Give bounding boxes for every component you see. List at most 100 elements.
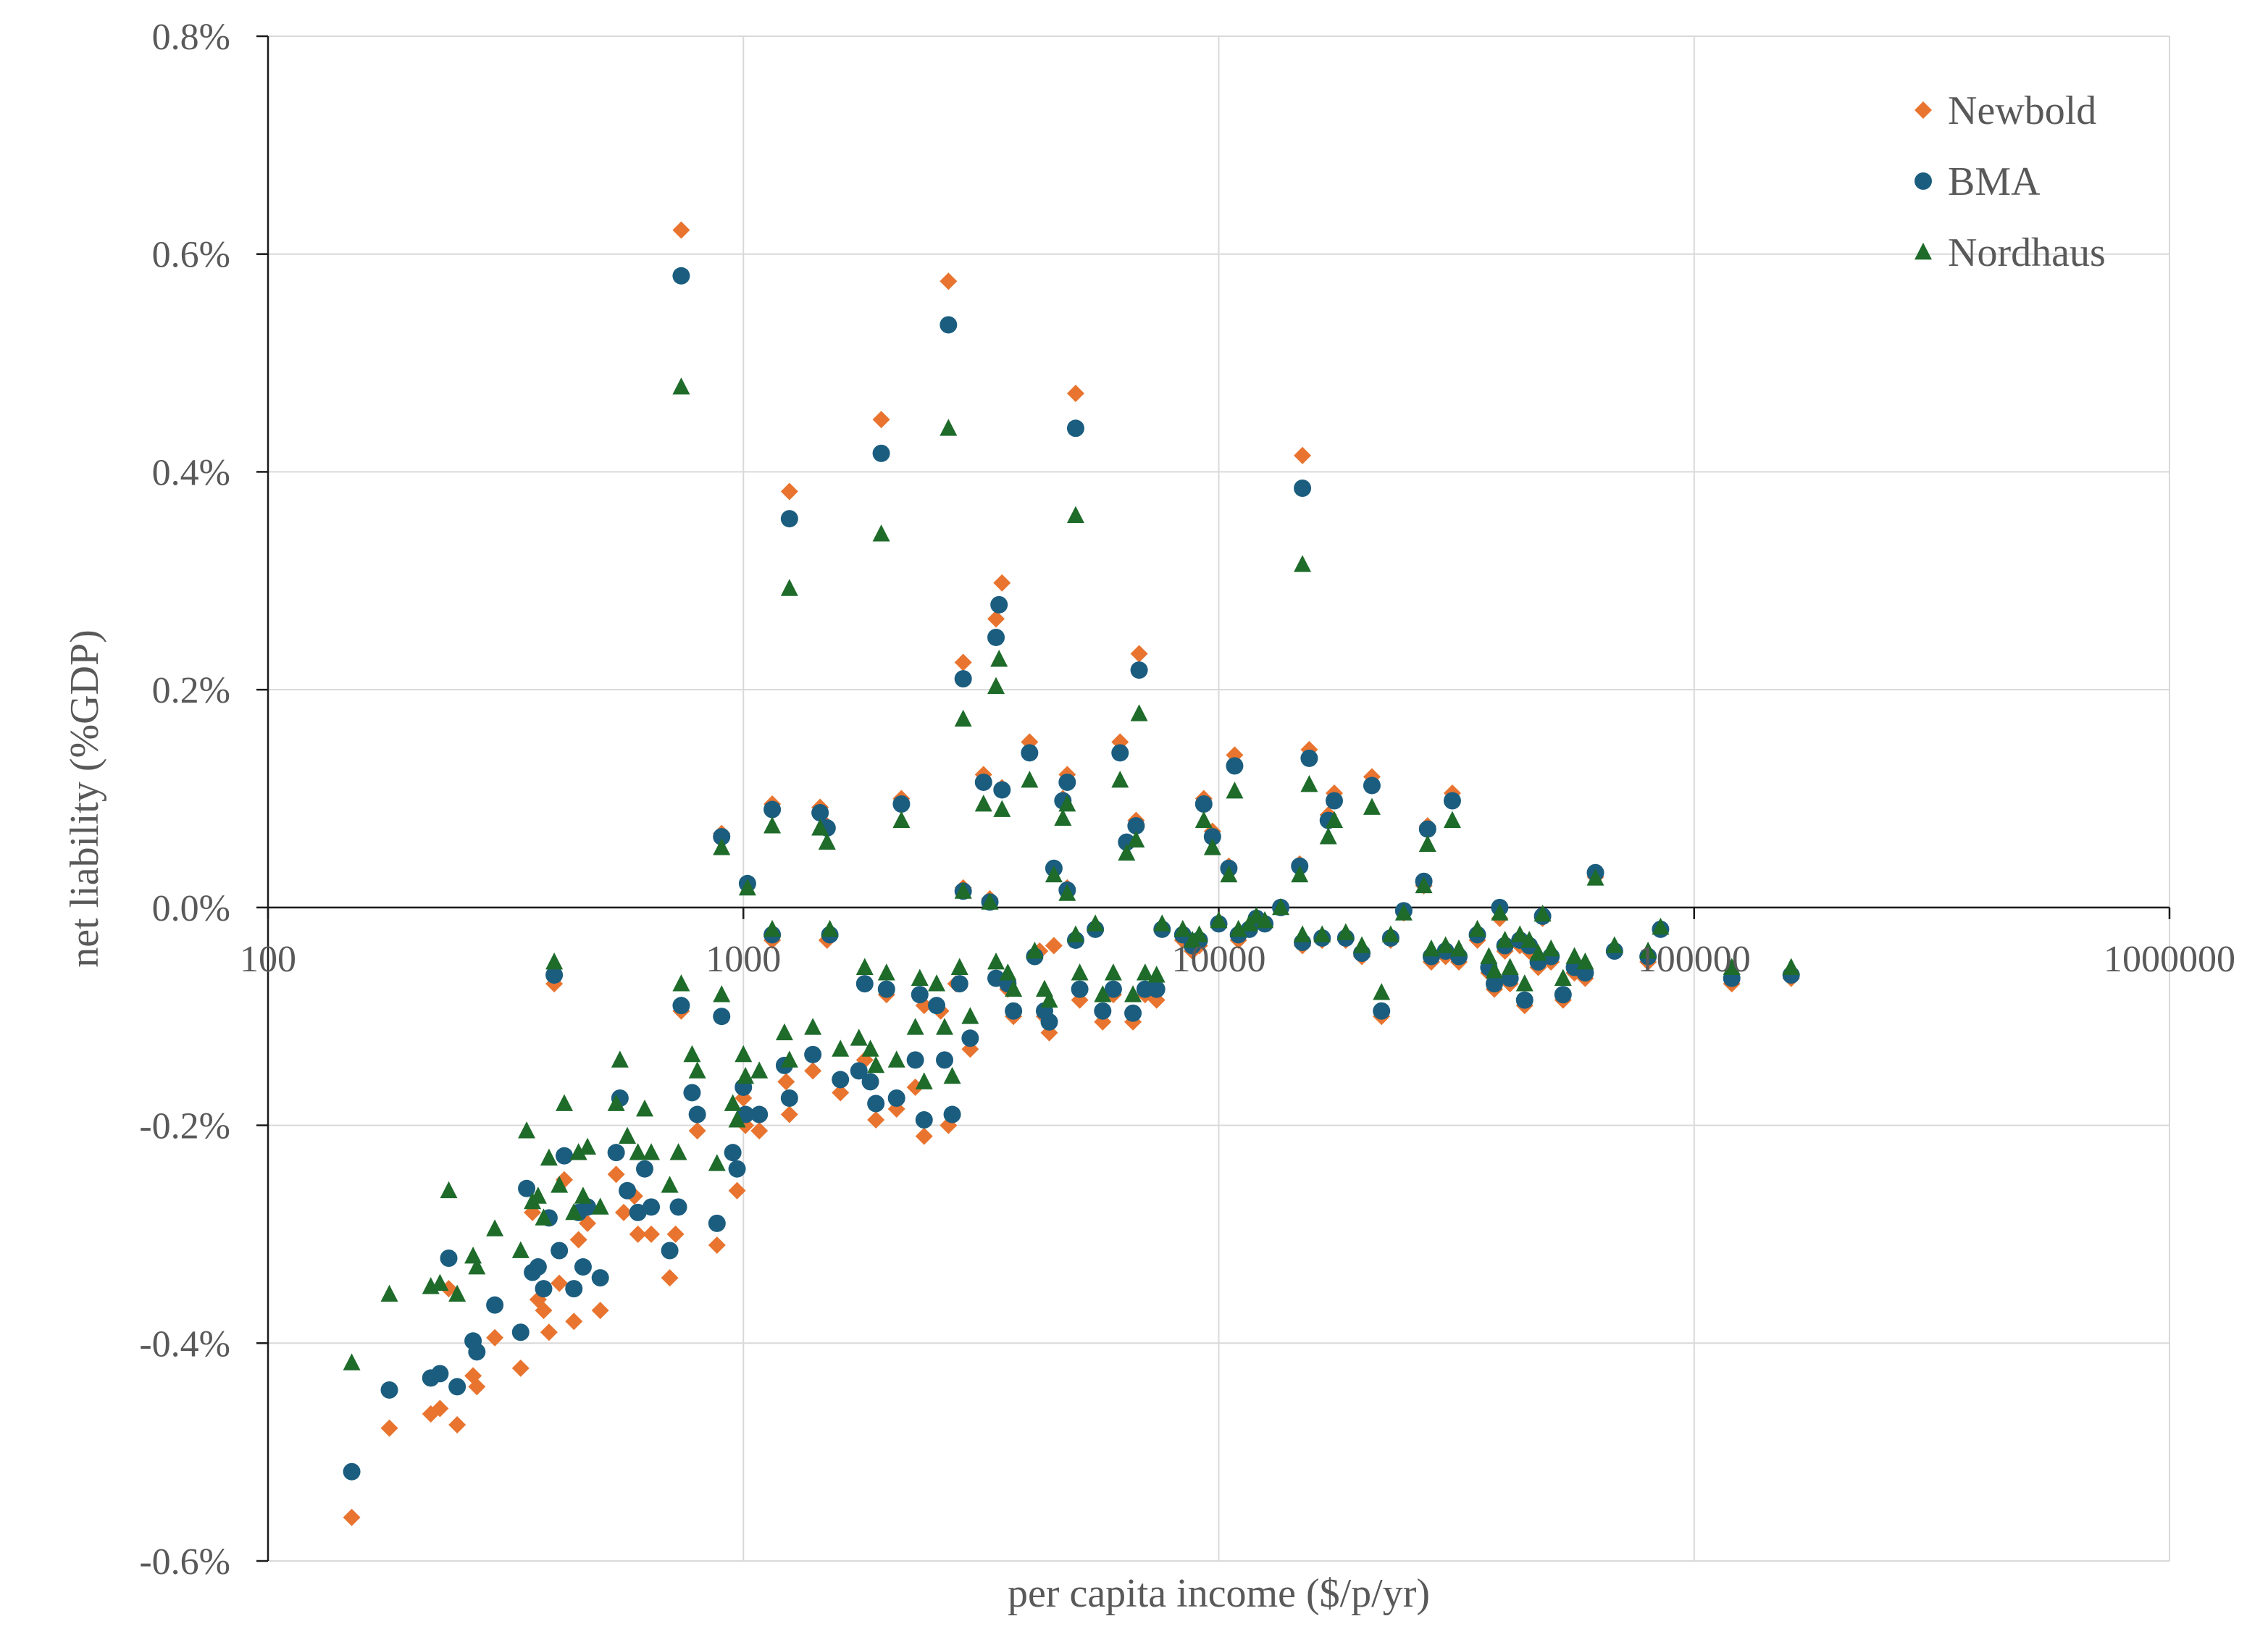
data-point-bma [1363,777,1381,795]
data-point-nordhaus [950,958,968,975]
data-point-newbold [915,1127,933,1145]
data-point-nordhaus [1136,963,1154,981]
data-point-nordhaus [763,816,782,834]
data-point-nordhaus [708,1154,726,1171]
data-point-bma [850,1062,868,1080]
data-point-nordhaus [1210,911,1228,929]
data-point-nordhaus [993,800,1011,817]
data-point-newbold [780,1105,798,1123]
data-point-nordhaus [607,1094,625,1111]
data-point-newbold [551,1274,569,1292]
data-point-bma [672,997,690,1015]
data-point-nordhaus [1336,923,1355,940]
data-point-nordhaus [672,377,690,395]
data-point-bma [551,1242,569,1260]
data-point-nordhaus [1313,925,1331,942]
data-point-nordhaus [867,1055,885,1073]
axes [256,35,2171,1562]
data-point-nordhaus [545,953,564,970]
data-point-nordhaus [1040,990,1058,1008]
data-point-nordhaus [591,1197,609,1215]
data-point-newbold [614,1203,632,1221]
data-point-newbold [804,1062,822,1080]
data-point-newbold [607,1165,625,1184]
data-point-bma [1127,817,1145,835]
data-point-nordhaus [672,974,690,992]
data-point-bma [643,1198,661,1216]
data-point-bma [683,1084,701,1102]
data-point-nordhaus [1124,985,1142,1003]
data-point-nordhaus [936,1018,954,1035]
data-point-nordhaus [1542,939,1560,957]
data-point-bma [1300,749,1318,767]
data-point-nordhaus [1480,947,1498,964]
data-point-newbold [629,1225,647,1243]
data-point-nordhaus [511,1241,530,1258]
data-point-nordhaus [683,1045,701,1063]
data-point-nordhaus [1529,944,1547,961]
data-point-nordhaus [928,974,946,992]
data-point-nordhaus [518,1121,536,1139]
data-point-bma [1554,986,1572,1004]
data-point-bma [431,1365,449,1383]
data-point-bma [1066,419,1084,438]
data-point-nordhaus [464,1247,482,1264]
data-point-bma [1443,792,1461,810]
gridlines [268,35,2170,1562]
data-point-nordhaus [1071,963,1089,981]
data-point-nordhaus [1418,834,1436,853]
data-point-bma [940,316,958,334]
data-point-nordhaus [872,524,890,542]
data-point-bma [1111,744,1129,762]
data-point-bma [629,1203,647,1221]
data-point-newbold [591,1302,609,1320]
data-point-bma [892,795,911,813]
data-point-nordhaus [877,963,895,981]
data-point-nordhaus [855,958,874,975]
data-point-nordhaus [1496,930,1514,948]
x-tick-label: 1000 [706,939,781,980]
data-point-newbold [954,653,972,671]
legend-marker-bma [1915,172,1932,190]
legend-label-newbold: Newbold [1948,88,2096,133]
data-point-bma [713,1008,731,1026]
data-point-nordhaus [804,1018,822,1035]
y-tick-label: 0.4% [152,452,230,493]
data-point-bma [565,1280,583,1298]
data-point-bma [954,670,972,688]
data-point-nordhaus [1415,876,1433,894]
data-point-bma [911,986,929,1004]
data-point-nordhaus [1639,942,1657,959]
data-point-nordhaus [861,1039,879,1057]
data-point-bma [780,1089,798,1107]
y-tick-label: 0.2% [152,670,230,711]
data-point-newbold [643,1225,661,1243]
data-point-bma [1094,1002,1112,1020]
data-point-bma [887,1089,905,1107]
legend: Newbold BMA Nordhaus [1915,88,2106,275]
data-point-nordhaus [775,1023,793,1041]
data-point-nordhaus [1319,827,1337,845]
data-point-bma [1294,479,1312,497]
data-point-nordhaus [688,1061,706,1079]
data-point-bma [724,1144,742,1162]
data-point-nordhaus [1381,925,1399,942]
data-point-bma [661,1242,679,1260]
data-point-bma [928,997,946,1015]
data-point-nordhaus [535,1208,553,1226]
data-point-bma [468,1343,486,1361]
data-point-nordhaus [1394,903,1413,921]
data-point-bma [1203,828,1221,846]
data-point-nordhaus [738,878,756,896]
y-tick-label: -0.4% [139,1323,230,1365]
data-point-nordhaus [780,579,798,596]
data-point-nordhaus [1226,781,1244,799]
data-point-nordhaus [987,677,1005,695]
data-point-nordhaus [1220,865,1238,883]
data-point-nordhaus [636,1100,654,1117]
data-point-newbold [688,1122,706,1140]
data-point-nordhaus [1130,704,1148,721]
data-point-nordhaus [737,1066,755,1084]
data-point-nordhaus [887,1050,905,1068]
